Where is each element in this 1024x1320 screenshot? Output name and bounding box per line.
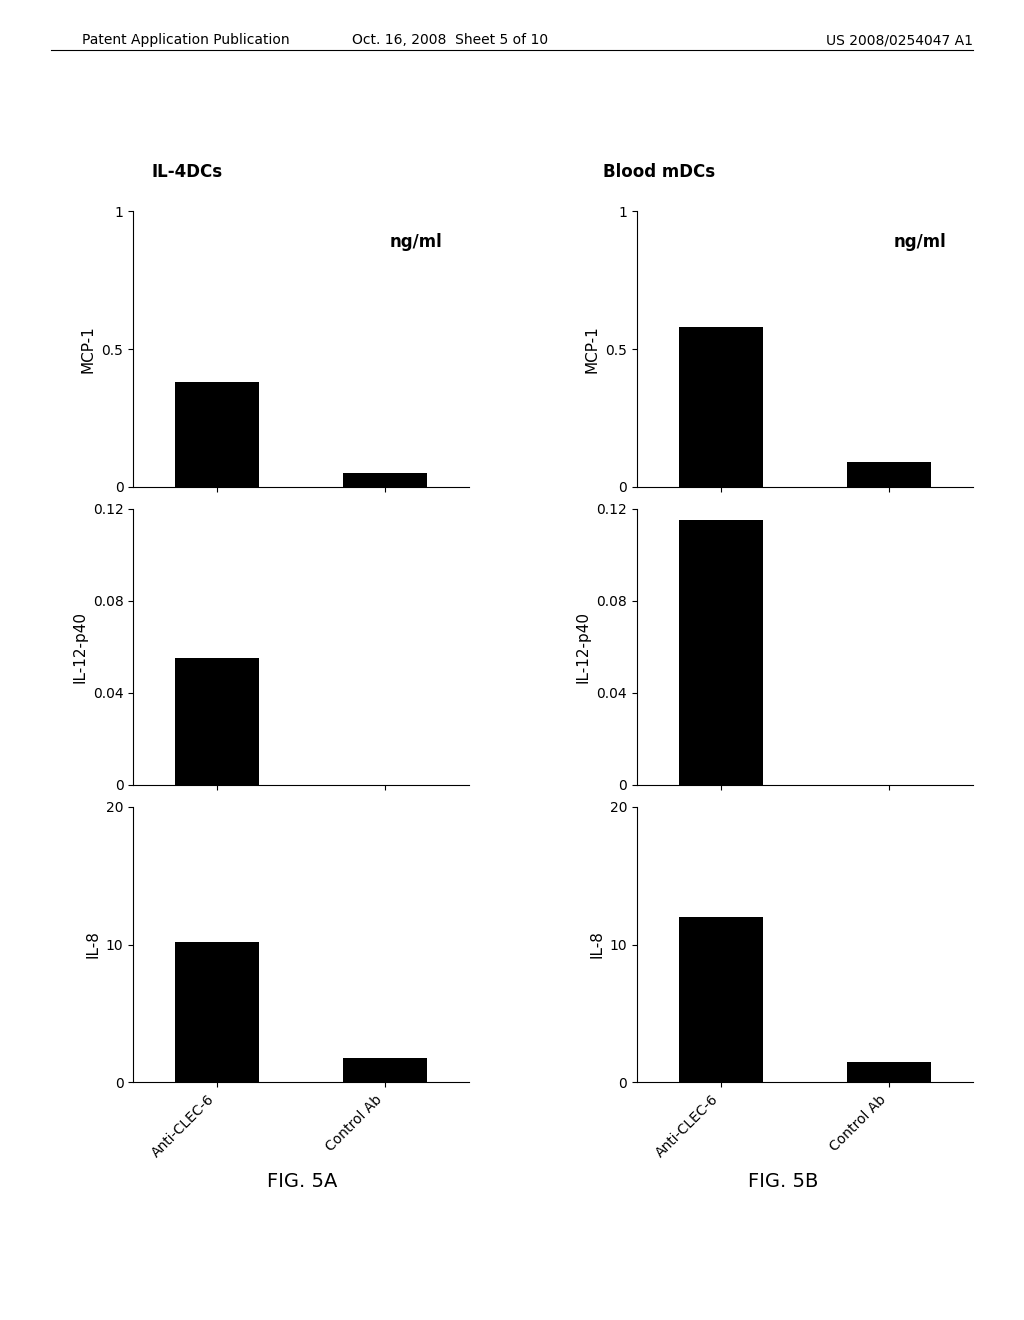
Bar [679, 327, 763, 487]
Bar [679, 917, 763, 1082]
Bar [175, 659, 259, 784]
Bar [679, 520, 763, 784]
Text: US 2008/0254047 A1: US 2008/0254047 A1 [825, 33, 973, 48]
Text: Blood mDCs: Blood mDCs [603, 162, 715, 181]
Y-axis label: IL-8: IL-8 [589, 931, 604, 958]
Y-axis label: IL-12-p40: IL-12-p40 [72, 611, 87, 682]
Bar [175, 381, 259, 487]
Y-axis label: IL-8: IL-8 [85, 931, 100, 958]
Text: ng/ml: ng/ml [389, 234, 442, 251]
Y-axis label: MCP-1: MCP-1 [81, 325, 96, 374]
Bar [343, 473, 427, 487]
Text: FIG. 5B: FIG. 5B [749, 1172, 818, 1191]
Text: FIG. 5A: FIG. 5A [267, 1172, 337, 1191]
Bar [175, 941, 259, 1082]
Bar [847, 462, 931, 487]
Bar [343, 1057, 427, 1082]
Y-axis label: MCP-1: MCP-1 [585, 325, 600, 374]
Text: IL-4DCs: IL-4DCs [152, 162, 222, 181]
Text: Oct. 16, 2008  Sheet 5 of 10: Oct. 16, 2008 Sheet 5 of 10 [352, 33, 549, 48]
Text: Patent Application Publication: Patent Application Publication [82, 33, 290, 48]
Y-axis label: IL-12-p40: IL-12-p40 [575, 611, 591, 682]
Bar [847, 1061, 931, 1082]
Text: ng/ml: ng/ml [893, 234, 946, 251]
